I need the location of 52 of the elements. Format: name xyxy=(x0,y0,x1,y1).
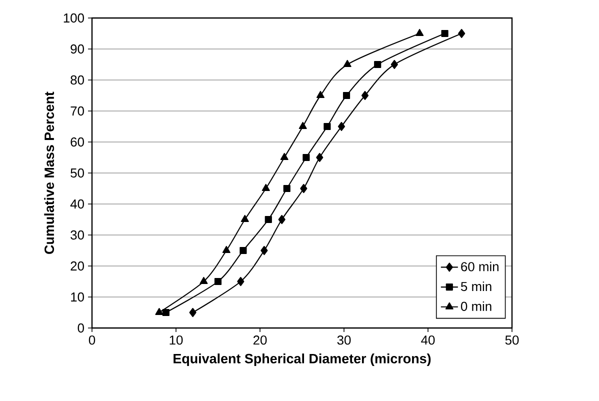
legend-label: 60 min xyxy=(461,262,498,272)
point xyxy=(343,60,352,68)
point xyxy=(441,30,448,38)
point xyxy=(361,90,369,100)
point xyxy=(458,28,466,38)
y-tick-label: 70 xyxy=(70,106,84,116)
point xyxy=(416,28,424,36)
legend-label: 5 min xyxy=(460,282,492,292)
y-tick-label: 60 xyxy=(70,137,84,147)
point xyxy=(390,60,398,70)
x-axis-title: Equivalent Spherical Diameter (microns) xyxy=(174,354,431,366)
point xyxy=(237,276,244,286)
y-tick-label: 50 xyxy=(70,168,84,178)
point xyxy=(298,122,307,130)
point xyxy=(374,60,382,68)
point xyxy=(240,246,247,254)
point xyxy=(200,276,208,284)
point xyxy=(324,122,331,130)
y-tick-label: 100 xyxy=(64,13,84,23)
x-tick-label: 10 xyxy=(170,336,183,345)
y-tick-label: 40 xyxy=(70,199,84,209)
y-tick-label: 80 xyxy=(70,75,84,85)
point xyxy=(342,92,350,100)
point xyxy=(316,152,324,162)
point xyxy=(338,122,346,132)
y-tick-label: 0 xyxy=(78,323,84,333)
legend-label: 0 min xyxy=(460,301,492,311)
point xyxy=(222,246,230,254)
point xyxy=(240,214,249,222)
point xyxy=(264,216,272,224)
y-tick-label: 20 xyxy=(70,261,84,271)
point xyxy=(316,90,324,98)
point xyxy=(214,278,222,286)
point xyxy=(302,154,310,162)
point xyxy=(155,308,164,316)
point xyxy=(278,214,286,224)
point xyxy=(300,184,308,194)
x-tick-label: 30 xyxy=(337,336,351,345)
point xyxy=(189,308,196,318)
y-tick-label: 10 xyxy=(71,292,84,302)
y-tick-label: 90 xyxy=(70,44,84,54)
x-tick-label: 0 xyxy=(88,336,96,345)
point xyxy=(162,308,170,316)
point xyxy=(280,152,288,160)
point xyxy=(262,184,270,192)
y-tick-label: 30 xyxy=(70,230,84,240)
x-tick-label: 20 xyxy=(253,336,267,345)
x-tick-label: 40 xyxy=(421,336,435,345)
x-tick-label: 50 xyxy=(505,336,519,345)
point xyxy=(283,184,290,192)
point xyxy=(260,246,268,256)
y-axis-title: Cumulative Mass Percent xyxy=(44,92,54,254)
